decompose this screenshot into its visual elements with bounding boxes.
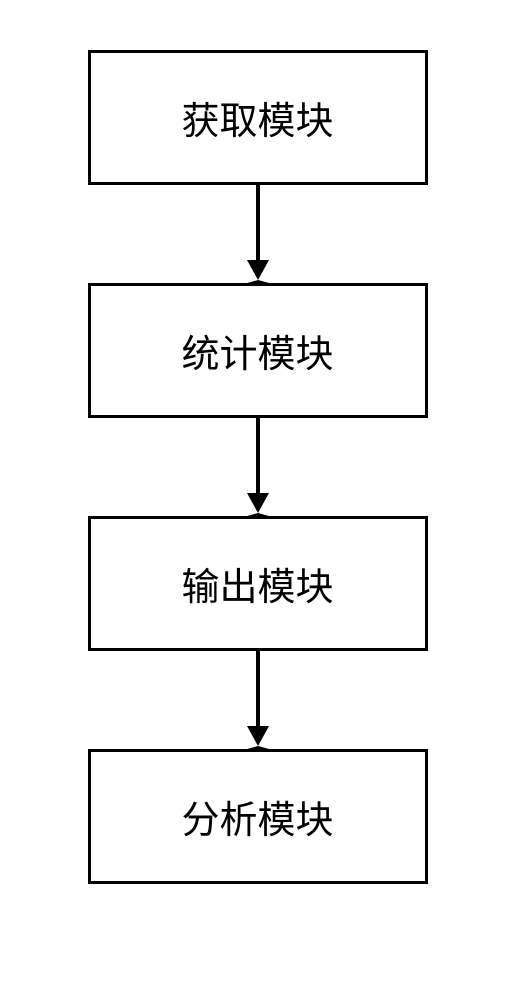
arrow-head — [247, 726, 269, 749]
node-label: 统计模块 — [181, 323, 333, 378]
flowchart-node-acquire: 获取模块 — [88, 50, 428, 185]
arrow-line — [256, 651, 260, 726]
node-label: 分析模块 — [181, 789, 333, 844]
arrow-down-icon — [247, 185, 269, 283]
arrow-head — [247, 493, 269, 516]
flowchart-node-output: 输出模块 — [88, 516, 428, 651]
arrow-down-icon — [247, 418, 269, 516]
arrow-line — [256, 185, 260, 260]
flowchart-node-analysis: 分析模块 — [88, 749, 428, 884]
node-label: 获取模块 — [181, 90, 333, 145]
arrow-down-icon — [247, 651, 269, 749]
flowchart-node-statistics: 统计模块 — [88, 283, 428, 418]
flowchart-container: 获取模块 统计模块 输出模块 分析模块 — [88, 50, 428, 884]
node-label: 输出模块 — [181, 556, 333, 611]
arrow-head — [247, 260, 269, 283]
arrow-line — [256, 418, 260, 493]
